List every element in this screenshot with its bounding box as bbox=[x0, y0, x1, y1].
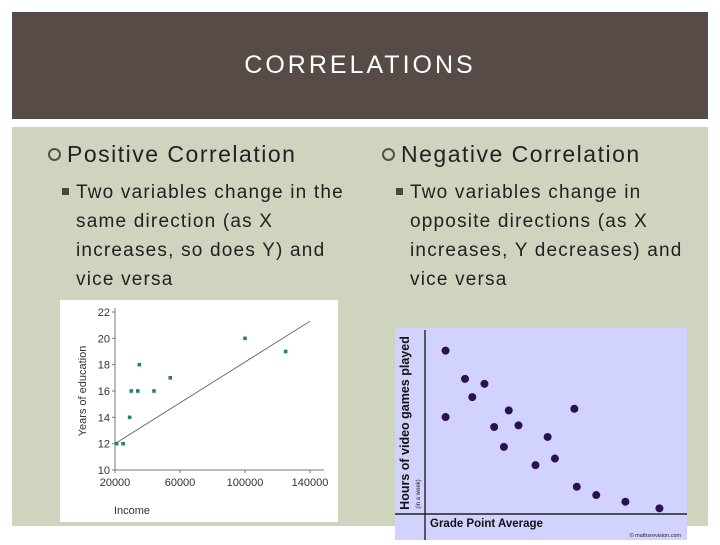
x-tick-label: 140000 bbox=[292, 477, 329, 489]
positive-heading-row: Positive Correlation bbox=[48, 141, 348, 168]
positive-description: Two variables change in the same directi… bbox=[76, 182, 344, 290]
watermark-text: © mathsrevision.com bbox=[630, 532, 682, 539]
data-point bbox=[135, 389, 140, 393]
positive-heading: Positive Correlation bbox=[67, 141, 297, 167]
data-point bbox=[543, 432, 552, 441]
data-point bbox=[129, 389, 134, 393]
x-axis-label: Grade Point Average bbox=[430, 518, 543, 530]
x-axis-label: Income bbox=[114, 505, 150, 517]
negative-description: Two variables change in opposite directi… bbox=[410, 182, 683, 290]
x-tick-label: 20000 bbox=[100, 477, 131, 489]
y-tick-label: 22 bbox=[98, 307, 110, 319]
square-bullet-icon bbox=[396, 188, 403, 195]
data-point bbox=[441, 413, 450, 422]
data-point bbox=[461, 374, 470, 383]
data-point bbox=[531, 461, 540, 470]
positive-scatter-chart: 10 12 14 16 18 20 22 20000 60000 100000 140000 Inco… bbox=[77, 307, 329, 517]
y-tick-label: 14 bbox=[98, 412, 110, 424]
negative-heading: Negative Correlation bbox=[401, 141, 641, 167]
ring-bullet-icon bbox=[382, 148, 395, 161]
data-point bbox=[514, 421, 523, 430]
x-tick-label: 100000 bbox=[227, 477, 264, 489]
data-point bbox=[550, 454, 559, 463]
y-tick-label: 12 bbox=[98, 439, 110, 451]
x-tick-label: 60000 bbox=[165, 477, 196, 489]
data-point bbox=[572, 482, 581, 491]
trend-line bbox=[114, 320, 311, 445]
negative-scatter-chart: Hours of video games played (in a week) Gr… bbox=[395, 330, 687, 540]
y-tick-label: 20 bbox=[98, 333, 110, 345]
y-axis-label: Hours of video games played bbox=[398, 336, 412, 510]
data-point bbox=[152, 389, 156, 393]
y-tick-label: 16 bbox=[98, 386, 110, 398]
negative-scatter-image: Hours of video games played (in a week) Gr… bbox=[395, 328, 687, 540]
data-point bbox=[570, 404, 579, 413]
data-point bbox=[168, 376, 173, 380]
data-point bbox=[490, 423, 499, 431]
slide-title: CORRELATIONS bbox=[244, 51, 476, 79]
y-tick-label: 10 bbox=[98, 465, 110, 477]
ring-bullet-icon bbox=[48, 148, 61, 161]
positive-description-row: Two variables change in the same directi… bbox=[62, 178, 348, 294]
y-axis-sublabel: (in a week) bbox=[416, 479, 422, 508]
data-point bbox=[655, 504, 664, 513]
negative-description-row: Two variables change in opposite directi… bbox=[396, 178, 692, 294]
data-point bbox=[468, 393, 477, 402]
data-point bbox=[499, 442, 508, 451]
data-point bbox=[114, 441, 119, 446]
positive-column: Positive Correlation Two variables chang… bbox=[48, 141, 348, 294]
data-point bbox=[137, 362, 142, 367]
data-point bbox=[621, 497, 630, 506]
square-bullet-icon bbox=[62, 188, 69, 195]
y-tick-label: 18 bbox=[98, 360, 110, 372]
y-axis-label: Years of education bbox=[77, 346, 89, 437]
data-point bbox=[127, 415, 132, 420]
negative-column: Negative Correlation Two variables chang… bbox=[382, 141, 692, 294]
data-point bbox=[243, 336, 247, 341]
data-point bbox=[592, 491, 601, 500]
data-point bbox=[480, 379, 489, 388]
data-point bbox=[283, 349, 288, 354]
title-bar: CORRELATIONS bbox=[12, 12, 708, 119]
data-point bbox=[121, 441, 125, 446]
data-point bbox=[441, 346, 450, 355]
negative-heading-row: Negative Correlation bbox=[382, 141, 692, 168]
data-point bbox=[504, 406, 513, 415]
positive-scatter-image: 10 12 14 16 18 20 22 20000 60000 100000 140000 Inco… bbox=[60, 300, 338, 522]
